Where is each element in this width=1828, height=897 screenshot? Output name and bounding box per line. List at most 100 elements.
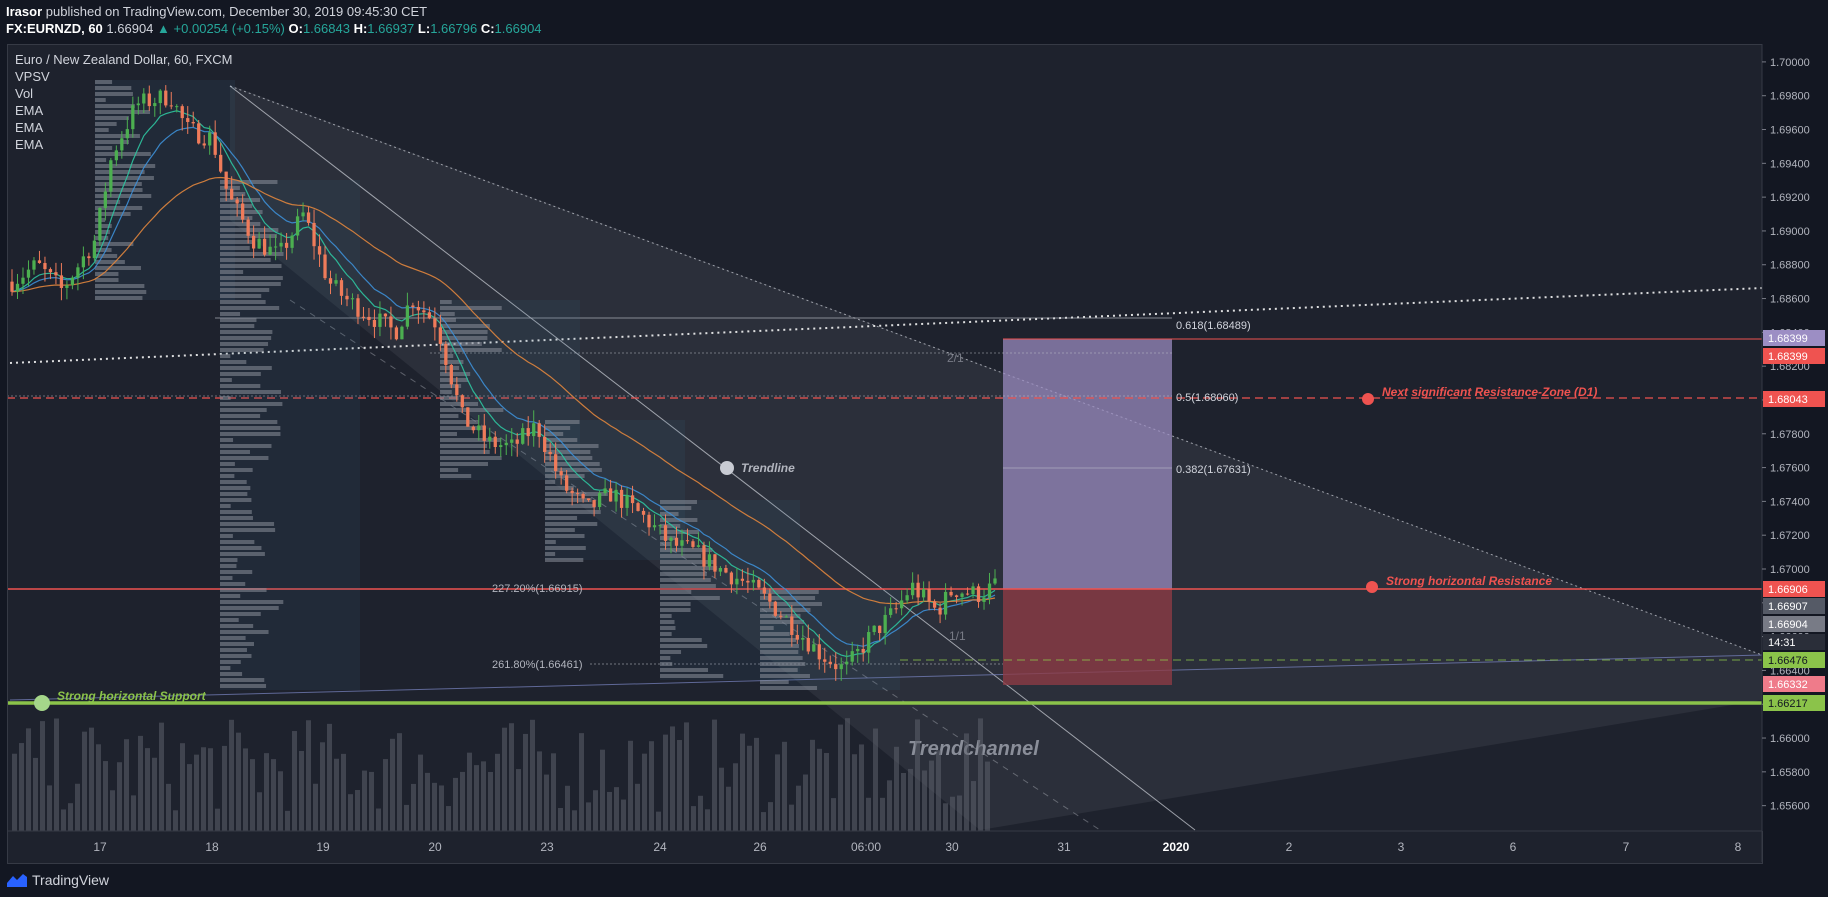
- long-target-zone[interactable]: [1003, 339, 1172, 589]
- candle-body[interactable]: [823, 659, 827, 662]
- candle-body[interactable]: [575, 493, 580, 495]
- candle-body[interactable]: [361, 316, 366, 318]
- candle-body[interactable]: [317, 246, 322, 255]
- candle-body[interactable]: [10, 281, 14, 292]
- candle-body[interactable]: [543, 436, 547, 452]
- candle-body[interactable]: [114, 150, 118, 161]
- candle-body[interactable]: [510, 439, 514, 443]
- legend-vol[interactable]: Vol: [15, 86, 34, 101]
- trendline[interactable]: [229, 85, 1196, 831]
- candle-body[interactable]: [724, 567, 728, 573]
- candle-body[interactable]: [982, 597, 986, 602]
- candle-body[interactable]: [943, 591, 948, 615]
- candle-body[interactable]: [757, 579, 761, 588]
- candle-body[interactable]: [900, 600, 904, 609]
- candle-body[interactable]: [241, 203, 245, 220]
- candle-body[interactable]: [938, 607, 942, 615]
- candle-body[interactable]: [878, 625, 882, 634]
- candle-body[interactable]: [894, 608, 898, 610]
- long-stop-zone[interactable]: [1003, 589, 1172, 685]
- candle-body[interactable]: [449, 364, 453, 385]
- candle-body[interactable]: [328, 278, 333, 284]
- candle-body[interactable]: [751, 579, 756, 583]
- candle-body[interactable]: [356, 298, 360, 317]
- candle-body[interactable]: [158, 90, 162, 104]
- candle-body[interactable]: [993, 578, 997, 584]
- candle-body[interactable]: [142, 93, 146, 104]
- candle-body[interactable]: [685, 540, 690, 542]
- price-chart[interactable]: 0.618(1.68489) 0.5(1.68060) 0.382(1.6763…: [0, 0, 1828, 866]
- candle-body[interactable]: [817, 644, 821, 660]
- candle-body[interactable]: [482, 425, 486, 441]
- candle-body[interactable]: [109, 160, 113, 192]
- candle-body[interactable]: [932, 601, 937, 608]
- candle-body[interactable]: [581, 494, 585, 499]
- candle-body[interactable]: [350, 298, 355, 300]
- candle-body[interactable]: [779, 615, 783, 617]
- candle-body[interactable]: [921, 589, 926, 598]
- legend-ema-3[interactable]: EMA: [15, 137, 44, 152]
- candle-body[interactable]: [70, 277, 75, 286]
- candle-body[interactable]: [136, 103, 140, 106]
- candle-body[interactable]: [378, 313, 382, 327]
- candle-body[interactable]: [987, 583, 992, 598]
- candle-body[interactable]: [790, 616, 794, 635]
- trendchannel-upper-line[interactable]: [229, 85, 1762, 656]
- candle-body[interactable]: [548, 451, 552, 455]
- legend-vpsv[interactable]: VPSV: [15, 69, 50, 84]
- candle-body[interactable]: [954, 595, 959, 597]
- candle-body[interactable]: [125, 129, 129, 139]
- candle-body[interactable]: [224, 171, 228, 189]
- candle-body[interactable]: [614, 489, 618, 502]
- candle-body[interactable]: [235, 199, 239, 204]
- candle-body[interactable]: [87, 256, 91, 259]
- candle-body[interactable]: [586, 498, 591, 501]
- candle-body[interactable]: [845, 661, 849, 665]
- candle-body[interactable]: [795, 634, 799, 640]
- candle-body[interactable]: [740, 578, 745, 581]
- candle-body[interactable]: [641, 510, 646, 515]
- candle-body[interactable]: [680, 540, 684, 546]
- candle-body[interactable]: [702, 545, 706, 567]
- strong-resistance-marker[interactable]: [1366, 581, 1378, 593]
- ema-mid-line[interactable]: [11, 126, 996, 647]
- candle-body[interactable]: [691, 541, 695, 547]
- candle-body[interactable]: [153, 103, 157, 107]
- author-name[interactable]: Irasor: [6, 4, 43, 19]
- candle-body[interactable]: [306, 212, 311, 223]
- candle-body[interactable]: [466, 407, 470, 427]
- candle-body[interactable]: [103, 191, 107, 208]
- candle-body[interactable]: [971, 586, 975, 595]
- candle-body[interactable]: [416, 307, 421, 311]
- candle-body[interactable]: [405, 305, 410, 327]
- candle-body[interactable]: [532, 423, 536, 437]
- candle-body[interactable]: [147, 93, 151, 107]
- candle-body[interactable]: [619, 489, 624, 508]
- candle-body[interactable]: [927, 589, 931, 602]
- candle-body[interactable]: [707, 554, 712, 567]
- candle-body[interactable]: [273, 246, 278, 248]
- candle-body[interactable]: [230, 188, 234, 200]
- candle-body[interactable]: [806, 637, 810, 652]
- candle-body[interactable]: [131, 105, 135, 130]
- candle-body[interactable]: [15, 283, 20, 292]
- candle-body[interactable]: [883, 614, 887, 634]
- candle-body[interactable]: [839, 664, 843, 670]
- candle-body[interactable]: [976, 586, 981, 602]
- candle-body[interactable]: [268, 246, 272, 255]
- trendchannel-band[interactable]: [230, 85, 1762, 830]
- candle-body[interactable]: [828, 661, 832, 665]
- candle-body[interactable]: [43, 263, 47, 270]
- candle-body[interactable]: [713, 554, 717, 572]
- candle-body[interactable]: [801, 637, 805, 640]
- candle-body[interactable]: [537, 423, 541, 437]
- candle-body[interactable]: [652, 525, 657, 528]
- chart-pane[interactable]: [7, 44, 1763, 864]
- candle-body[interactable]: [471, 426, 475, 431]
- candle-body[interactable]: [339, 280, 344, 296]
- candle-body[interactable]: [729, 572, 734, 585]
- candle-body[interactable]: [438, 327, 442, 344]
- candle-body[interactable]: [812, 644, 816, 652]
- symbol-label[interactable]: FX:EURNZD, 60: [6, 21, 103, 36]
- candle-body[interactable]: [515, 439, 519, 444]
